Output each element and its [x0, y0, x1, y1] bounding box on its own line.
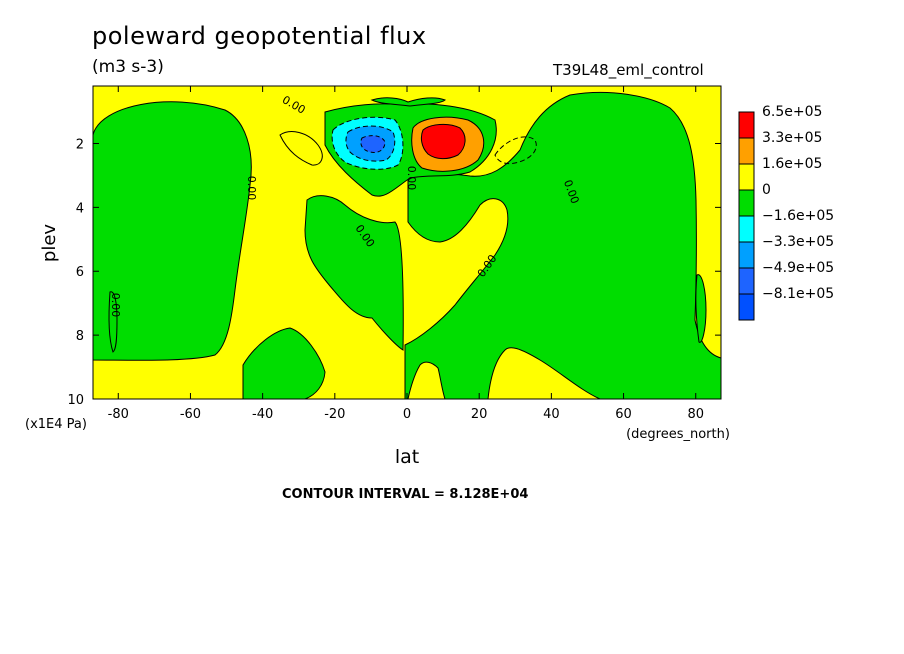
contour-label: 0.00 — [109, 293, 122, 318]
x-tick-label: -80 — [108, 407, 129, 422]
chart-title: poleward geopotential flux — [92, 22, 427, 50]
green-region-tropics-north — [404, 91, 721, 399]
top-green-sliver — [370, 97, 446, 107]
green-lead-west — [108, 291, 118, 353]
weak-negative-contour-north — [494, 136, 537, 165]
x-tick-label: -60 — [180, 407, 201, 422]
y-axis-label: plev — [39, 224, 60, 263]
y-axis-units: (x1E4 Pa) — [25, 417, 87, 432]
green-region-southwest — [242, 327, 326, 399]
chart-subtitle: (m3 s-3) — [92, 57, 164, 77]
x-axis-label: lat — [395, 446, 419, 468]
green-region-west — [93, 101, 252, 361]
deep-blue-core — [360, 135, 386, 153]
x-tick-label: 40 — [543, 407, 560, 422]
green-region-tropics-south — [304, 195, 404, 351]
x-tick-label: 0 — [403, 407, 411, 422]
y-tick-label: 2 — [76, 137, 84, 152]
weak-positive-contour-south — [279, 131, 323, 166]
green-sliver-east — [695, 274, 707, 343]
contour-label: 0.00 — [405, 166, 418, 191]
legend-label: 6.5e+05 — [762, 104, 822, 120]
colorbar-legend: 6.5e+05 3.3e+05 1.6e+05 0 −1.6e+05 −3.3e+05 −4… — [738, 104, 834, 321]
legend-label: −8.1e+05 — [762, 286, 834, 302]
y-tick-label: 8 — [76, 329, 84, 344]
x-tick-label: -20 — [324, 407, 345, 422]
legend-swatch — [738, 111, 755, 139]
legend-label: 0 — [762, 182, 771, 198]
legend-label: −3.3e+05 — [762, 234, 834, 250]
legend-label: 1.6e+05 — [762, 156, 822, 172]
legend-label: −1.6e+05 — [762, 208, 834, 224]
y-tick-label: 10 — [67, 393, 84, 408]
contour-label: 0.00 — [245, 176, 258, 201]
legend-swatch — [738, 163, 755, 191]
legend-swatch — [738, 293, 755, 321]
y-tick-label: 6 — [76, 265, 84, 280]
x-tick-label: 60 — [615, 407, 632, 422]
legend-swatch — [738, 267, 755, 295]
x-axis: -80 -60 -40 -20 0 20 40 60 80 — [108, 86, 704, 422]
legend-swatch — [738, 189, 755, 217]
y-axis: 2 4 6 8 10 — [67, 137, 721, 408]
legend-swatch — [738, 137, 755, 165]
x-tick-label: 80 — [687, 407, 704, 422]
x-axis-units: (degrees_north) — [626, 427, 730, 442]
contour-interval: CONTOUR INTERVAL = 8.128E+04 — [282, 487, 529, 502]
x-tick-label: 20 — [471, 407, 488, 422]
run-label: T39L48_eml_control — [553, 61, 704, 79]
x-tick-label: -40 — [252, 407, 273, 422]
contour-field — [93, 86, 721, 399]
legend-label: 3.3e+05 — [762, 130, 822, 146]
legend-swatch — [738, 215, 755, 243]
red-core — [420, 123, 466, 160]
legend-label: −4.9e+05 — [762, 260, 834, 276]
y-tick-label: 4 — [76, 201, 84, 216]
legend-swatch — [738, 241, 755, 269]
